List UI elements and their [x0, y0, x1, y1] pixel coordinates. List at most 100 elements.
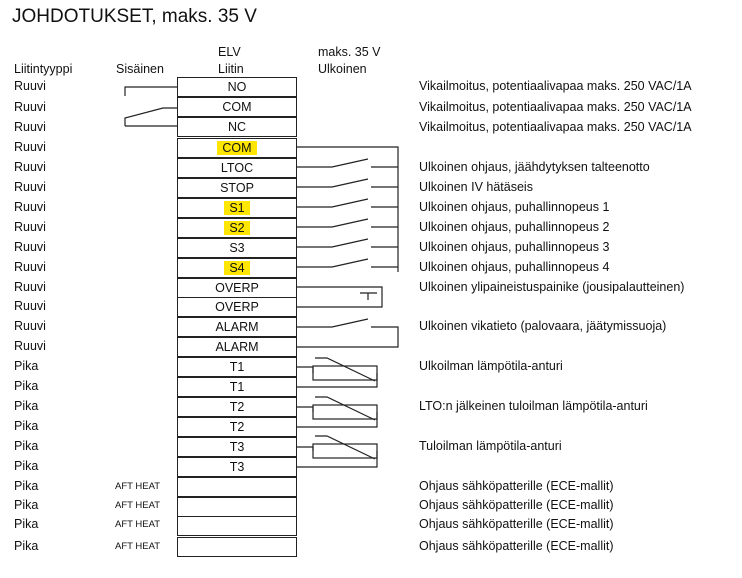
connector-type-label: Ruuvi — [14, 339, 46, 353]
terminal-cell: COM — [177, 138, 297, 158]
terminal-cell: OVERP — [177, 297, 297, 317]
connection-description: Tuloilman lämpötila-anturi — [419, 439, 562, 453]
terminal-label: T1 — [229, 380, 245, 394]
terminal-cell: T3 — [177, 457, 297, 477]
connector-type-label: Ruuvi — [14, 260, 46, 274]
terminal-cell — [177, 477, 297, 497]
terminal-label: T2 — [229, 420, 245, 434]
switch-s4 — [297, 258, 398, 268]
terminal-cell: S3 — [177, 238, 297, 258]
page-title: JOHDOTUKSET, maks. 35 V — [12, 6, 257, 27]
sensor-t1-wire — [297, 366, 378, 388]
relay-no-wire — [124, 86, 177, 96]
connector-type-label: Pika — [14, 539, 39, 553]
connection-description: Ulkoilman lämpötila-anturi — [419, 359, 563, 373]
terminal-cell: S4 — [177, 258, 297, 278]
connection-description: Vikailmoitus, potentiaalivapaa maks. 250… — [419, 120, 692, 134]
terminal-cell: ALARM — [177, 337, 297, 357]
terminal-cell: NO — [177, 77, 297, 97]
terminal-cell: T1 — [177, 377, 297, 397]
header-max-voltage: maks. 35 V — [318, 45, 381, 59]
header-connector-type: Liitintyyppi — [14, 62, 73, 76]
connection-description: Ohjaus sähköpatterille (ECE-mallit) — [419, 498, 614, 512]
connector-type-label: Pika — [14, 517, 39, 531]
connector-type-label: Ruuvi — [14, 240, 46, 254]
terminal-label: S3 — [229, 241, 245, 255]
terminal-cell: S2 — [177, 218, 297, 238]
connection-description: Vikailmoitus, potentiaalivapaa maks. 250… — [419, 100, 692, 114]
terminal-label: NO — [227, 80, 247, 94]
terminal-label: T3 — [229, 460, 245, 474]
header-elv: ELV — [218, 45, 241, 59]
terminal-cell: LTOC — [177, 158, 297, 178]
connection-description: Ulkoinen ohjaus, puhallinnopeus 4 — [419, 260, 610, 274]
connection-description: LTO:n jälkeinen tuloilman lämpötila-antu… — [419, 399, 648, 413]
switch-s1 — [297, 198, 398, 208]
connection-description: Ohjaus sähköpatterille (ECE-mallit) — [419, 517, 614, 531]
header-external: Ulkoinen — [318, 62, 367, 76]
terminal-label: STOP — [220, 181, 254, 195]
terminal-label: LTOC — [220, 161, 254, 175]
terminal-cell: T2 — [177, 397, 297, 417]
terminal-cell — [177, 537, 297, 557]
terminal-cell: T1 — [177, 357, 297, 377]
connector-type-label: Ruuvi — [14, 200, 46, 214]
connector-type-label: Pika — [14, 439, 39, 453]
terminal-label: OVERP — [215, 281, 259, 295]
connection-description: Ohjaus sähköpatterille (ECE-mallit) — [419, 479, 614, 493]
switch-s3 — [297, 238, 398, 248]
connection-description: Ulkoinen ohjaus, puhallinnopeus 1 — [419, 200, 610, 214]
switch-s2 — [297, 218, 398, 228]
internal-label: AFT HEAT — [115, 500, 161, 511]
connection-description: Ulkoinen vikatieto (palovaara, jäätymiss… — [419, 319, 667, 333]
connection-description: Ohjaus sähköpatterille (ECE-mallit) — [419, 539, 614, 553]
connection-description: Ulkoinen ylipaineistuspainike (jousipala… — [419, 280, 685, 294]
terminal-label: S4 — [224, 261, 250, 275]
terminal-label: S2 — [224, 221, 250, 235]
connector-type-label: Ruuvi — [14, 180, 46, 194]
connector-type-label: Pika — [14, 459, 39, 473]
terminal-label: COM — [222, 100, 252, 114]
sensor-t2-wire — [297, 406, 378, 428]
connection-description: Ulkoinen IV hätäseis — [419, 180, 533, 194]
terminal-label: OVERP — [215, 300, 259, 314]
terminal-cell: NC — [177, 117, 297, 137]
terminal-strip: NO COM NC COM LTOC STOP S1 S2 S3 S4 OVERP OVERP ALAR… — [177, 77, 297, 557]
terminal-cell — [177, 516, 297, 536]
connector-type-label: Pika — [14, 359, 39, 373]
internal-label: AFT HEAT — [115, 481, 161, 492]
terminal-cell: STOP — [177, 178, 297, 198]
connector-type-label: Ruuvi — [14, 319, 46, 333]
terminal-cell: S1 — [177, 198, 297, 218]
connector-type-label: Ruuvi — [14, 280, 46, 294]
sensor-t3-wire — [297, 446, 378, 468]
switch-ltoc — [297, 158, 398, 168]
header-internal: Sisäinen — [116, 62, 164, 76]
terminal-cell: T3 — [177, 437, 297, 457]
terminal-cell: T2 — [177, 417, 297, 437]
connection-description: Ulkoinen ohjaus, puhallinnopeus 2 — [419, 220, 610, 234]
terminal-label: COM — [217, 141, 257, 155]
overp-button — [360, 292, 377, 300]
internal-label: AFT HEAT — [115, 519, 161, 530]
internal-label: AFT HEAT — [115, 541, 161, 552]
overp-button-wire — [297, 286, 383, 308]
connector-type-label: Ruuvi — [14, 220, 46, 234]
connector-type-label: Ruuvi — [14, 120, 46, 134]
com-bus-wire — [297, 146, 399, 272]
terminal-cell: COM — [177, 97, 297, 117]
alarm-contact-wire — [297, 318, 399, 348]
terminal-label: ALARM — [215, 320, 259, 334]
connector-type-label: Pika — [14, 498, 39, 512]
header-connector: Liitin — [218, 62, 244, 76]
connector-type-label: Pika — [14, 419, 39, 433]
connection-description: Vikailmoitus, potentiaalivapaa maks. 250… — [419, 79, 692, 93]
connector-type-label: Ruuvi — [14, 100, 46, 114]
terminal-cell: ALARM — [177, 317, 297, 337]
connector-type-label: Pika — [14, 379, 39, 393]
connector-type-label: Ruuvi — [14, 140, 46, 154]
terminal-label: S1 — [224, 201, 250, 215]
connection-description: Ulkoinen ohjaus, puhallinnopeus 3 — [419, 240, 610, 254]
terminal-label: T3 — [229, 440, 245, 454]
